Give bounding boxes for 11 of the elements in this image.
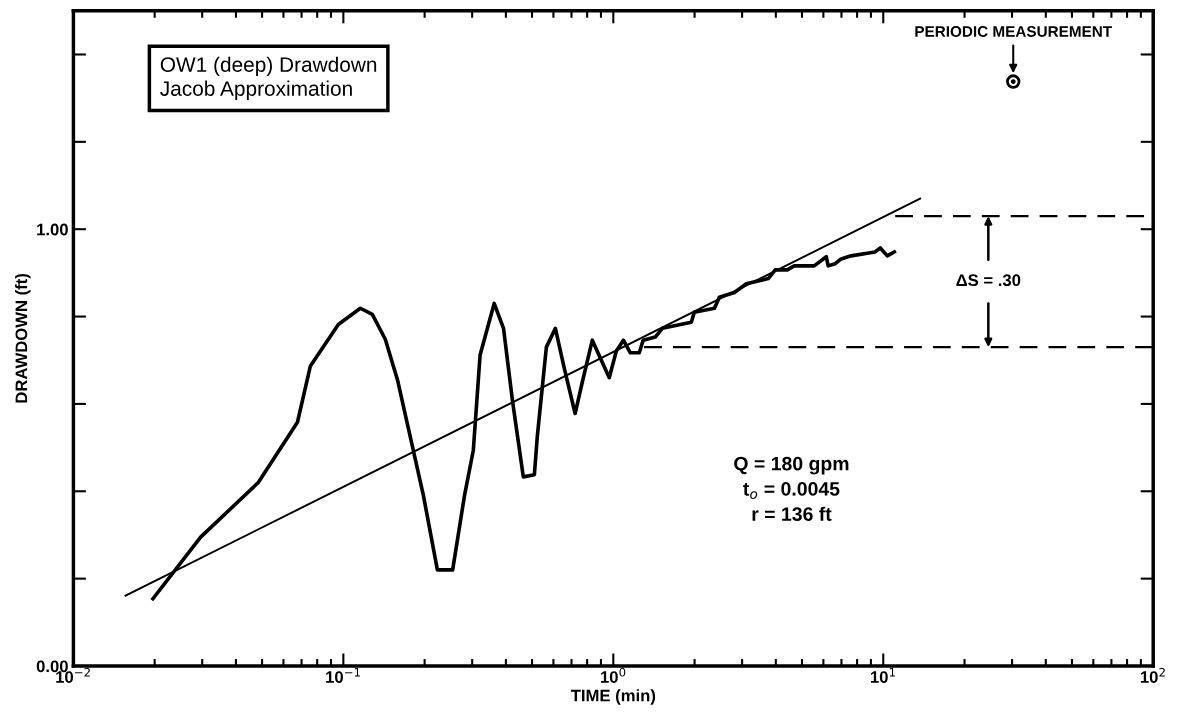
y-axis-title: DRAWDOWN (ft) xyxy=(15,273,31,403)
annotation: ΔS = .30 xyxy=(956,274,1021,287)
x-tick-label: 10$^{2}$ xyxy=(1140,667,1165,683)
x-axis-title: TIME (min) xyxy=(570,689,656,705)
annotation: Q = 180 gpm t$_{o}$ = 0.0045 r = 136 ft xyxy=(734,456,849,521)
y-tick-label: 1.00 xyxy=(37,223,68,236)
text: OW1 (deep) Drawdown Jacob Approximation xyxy=(160,56,377,101)
x-tick-label: 10$^{−1}$ xyxy=(326,667,360,683)
x-tick-label: 10$^{0}$ xyxy=(601,667,626,683)
annotation: PERIODIC MEASUREMENT xyxy=(915,26,1112,37)
x-tick-label: 10$^{1}$ xyxy=(870,667,895,683)
